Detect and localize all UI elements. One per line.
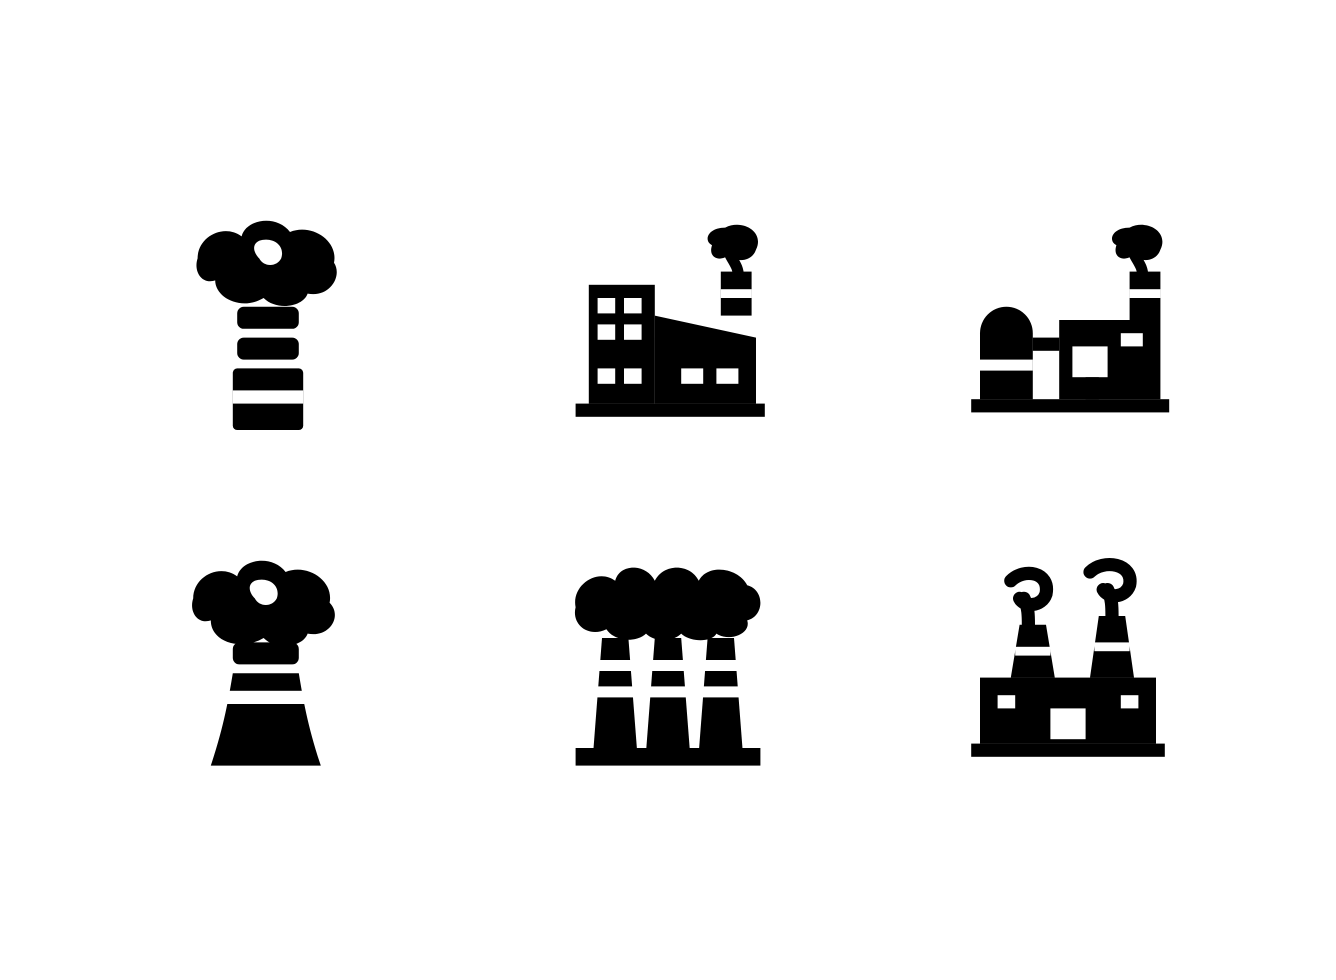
icon-grid <box>118 170 1218 810</box>
smokestack-narrow-icon <box>158 210 378 430</box>
cooling-tower-icon <box>158 550 378 770</box>
triple-smokestack-icon <box>558 550 778 770</box>
factory-building-icon <box>558 210 778 430</box>
industrial-plant-icon <box>958 210 1178 430</box>
factory-two-chimneys-icon <box>958 550 1178 770</box>
